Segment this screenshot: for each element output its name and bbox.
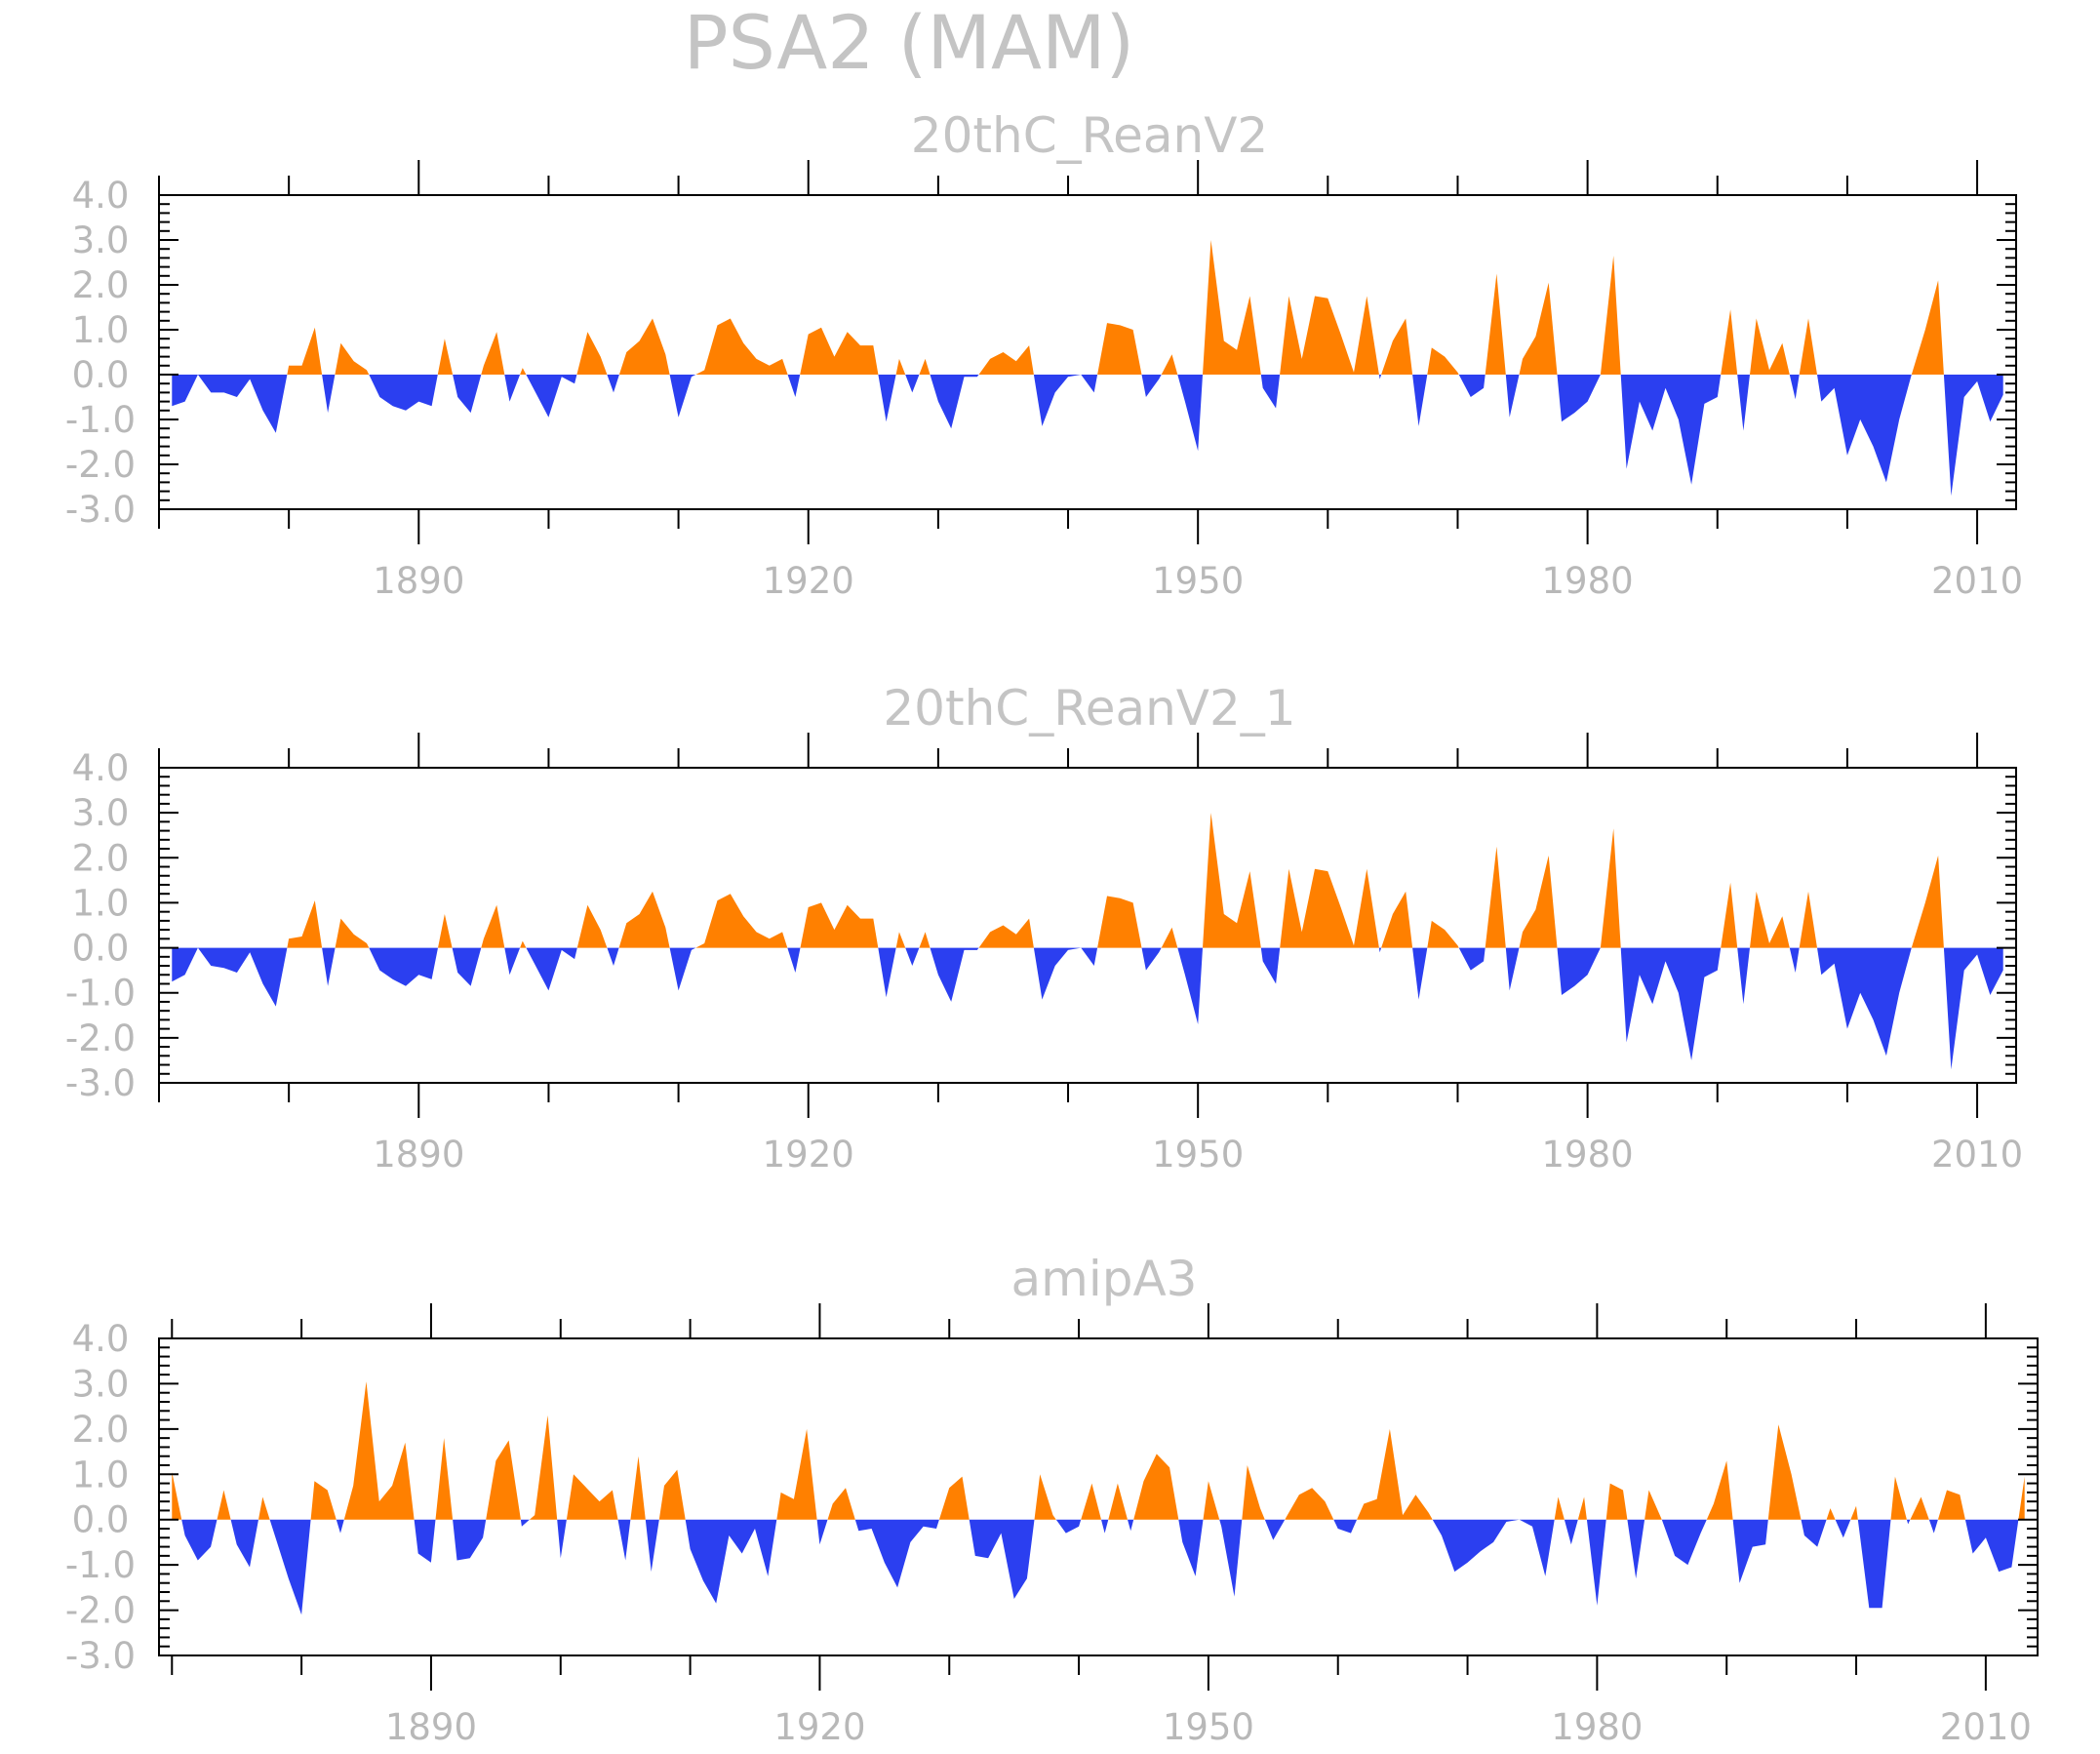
x-tick-label: 1890: [373, 560, 464, 602]
panel-2: 20thC_ReanV2_1 4.03.02.01.00.0-1.0-2.0-3…: [65, 680, 2023, 1176]
plot-frame: [158, 194, 2017, 510]
y-tick-label: -1.0: [65, 1544, 136, 1586]
y-tick-label: -3.0: [65, 1062, 136, 1104]
y-tick-label: 2.0: [72, 837, 130, 879]
negative-area-series: [172, 947, 2003, 1070]
panel-1: 20thC_ReanV2 4.03.02.01.00.0-1.0-2.0-3.0…: [65, 107, 2023, 602]
y-tick-label: 3.0: [72, 792, 130, 834]
y-tick-label: 1.0: [72, 309, 130, 351]
panel-2-plot: 4.03.02.01.00.0-1.0-2.0-3.0 1890 1920 1950 1…: [65, 733, 2023, 1176]
panel-3-title: amipA3: [1011, 1251, 1198, 1307]
plot-frame: [158, 1337, 2039, 1656]
y-tick-label: 0.0: [72, 1499, 130, 1541]
x-tick-label: 2010: [1931, 1134, 2023, 1176]
y-tick-label: 4.0: [72, 175, 130, 217]
y-tick-label: -2.0: [65, 1017, 136, 1059]
y-tick-label: 1.0: [72, 1454, 130, 1495]
y-tick-label: 3.0: [72, 219, 130, 261]
x-tick-label: 1950: [1152, 560, 1244, 602]
y-tick-label: 4.0: [72, 1318, 130, 1360]
positive-area-series: [172, 1381, 2025, 1520]
y-tick-label: 1.0: [72, 882, 130, 924]
x-tick-label: 2010: [1940, 1706, 2032, 1748]
panel-1-title: 20thC_ReanV2: [911, 107, 1268, 164]
x-tick-label: 1980: [1542, 560, 1634, 602]
y-tick-label: 2.0: [72, 1409, 130, 1451]
negative-area-series: [172, 1519, 2025, 1615]
y-tick-label: -2.0: [65, 1590, 136, 1632]
y-tick-label: -1.0: [65, 973, 136, 1015]
x-tick-label: 2010: [1931, 560, 2023, 602]
x-tick-label: 1950: [1163, 1706, 1254, 1748]
y-tick-label: -1.0: [65, 399, 136, 441]
positive-area-series: [172, 240, 2003, 375]
y-tick-label: 4.0: [72, 747, 130, 789]
negative-area-series: [172, 375, 2003, 497]
panel-3-plot: 4.03.02.01.00.0-1.0-2.0-3.0 1890 1920 1950 1…: [65, 1303, 2039, 1748]
x-tick-label: 1950: [1152, 1134, 1244, 1176]
y-tick-label: 2.0: [72, 264, 130, 306]
positive-area-series: [172, 813, 2003, 948]
panel-2-title: 20thC_ReanV2_1: [883, 680, 1295, 737]
plot-frame: [158, 767, 2017, 1084]
y-tick-label: -3.0: [65, 489, 136, 531]
y-tick-label: -3.0: [65, 1635, 136, 1677]
x-tick-label: 1890: [373, 1134, 464, 1176]
panel-1-plot: 4.03.02.01.00.0-1.0-2.0-3.0 1890 1920 1950 1…: [65, 160, 2023, 602]
y-tick-label: 0.0: [72, 928, 130, 970]
x-tick-label: 1980: [1542, 1134, 1634, 1176]
y-tick-label: 3.0: [72, 1363, 130, 1405]
figure-title: PSA2 (MAM): [684, 0, 1134, 86]
x-tick-label: 1920: [763, 1134, 854, 1176]
x-tick-label: 1920: [763, 560, 854, 602]
x-tick-label: 1980: [1551, 1706, 1643, 1748]
x-tick-label: 1920: [773, 1706, 865, 1748]
panel-3: amipA3 4.03.02.01.00.0-1.0-2.0-3.0 1890 19…: [65, 1251, 2039, 1748]
x-tick-label: 1890: [385, 1706, 477, 1748]
y-tick-label: 0.0: [72, 354, 130, 396]
y-tick-label: -2.0: [65, 444, 136, 486]
